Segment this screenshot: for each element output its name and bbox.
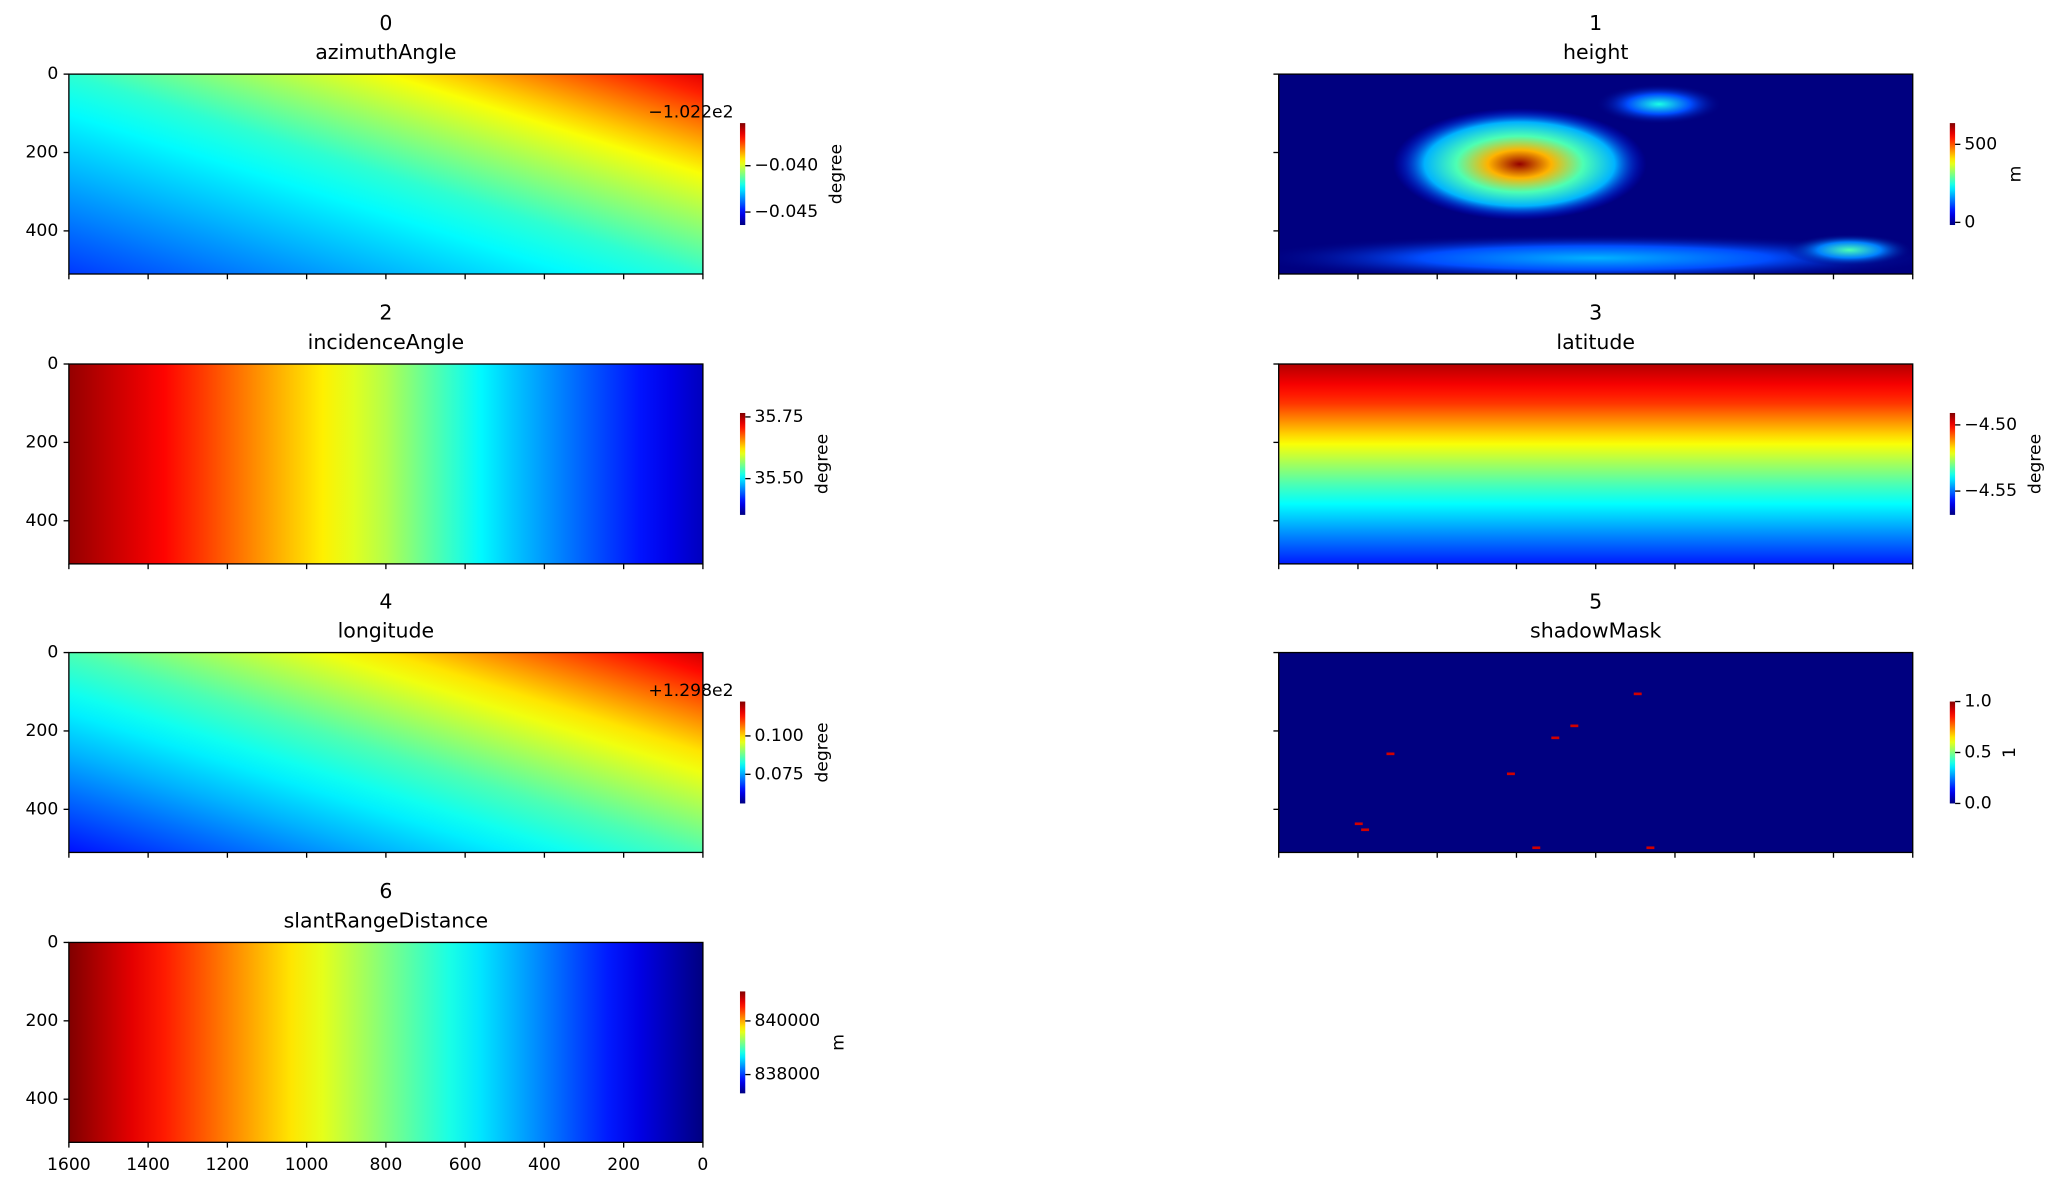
y-tick-label: 400 <box>25 511 58 531</box>
colorbar-label: 1 <box>2000 747 2020 758</box>
x-tick-label: 1200 <box>206 1155 250 1175</box>
image-speck <box>1570 724 1579 728</box>
colorbar <box>1949 701 1956 804</box>
heatmap-image <box>68 652 703 853</box>
y-tick-label: 0 <box>47 643 58 663</box>
subplot-title: height <box>1563 40 1628 64</box>
colorbar-tick-label: −0.040 <box>755 156 819 176</box>
colorbar-label: degree <box>812 434 832 494</box>
colorbar <box>739 123 746 226</box>
subplot-index: 1 <box>1589 11 1602 35</box>
subplot-index: 6 <box>379 879 392 903</box>
y-tick-label: 400 <box>25 221 58 241</box>
colorbar-offset: −1.022e2 <box>648 103 733 123</box>
subplot-index: 4 <box>379 589 392 613</box>
image-fill <box>1278 364 1913 564</box>
x-tick-label: 800 <box>369 1155 402 1175</box>
colorbar-tick-label: 0.0 <box>1964 793 1991 813</box>
colorbar-tick-label: 840000 <box>755 1011 821 1031</box>
image-speck <box>1354 822 1363 826</box>
image-fill <box>68 942 703 1143</box>
image-speck <box>1646 846 1655 850</box>
image-blob <box>1278 234 1913 274</box>
subplot-index: 0 <box>379 11 392 35</box>
image-speck <box>1633 692 1642 696</box>
colorbar-label: degree <box>812 722 832 782</box>
image-speck <box>1506 772 1515 776</box>
image-blob <box>1392 108 1647 221</box>
y-tick-label: 0 <box>47 64 58 84</box>
colorbar-label: m <box>829 1034 849 1051</box>
x-tick-label: 1400 <box>126 1155 170 1175</box>
image-speck <box>1386 752 1395 756</box>
colorbar-label: m <box>2006 166 2026 183</box>
x-tick-label: 400 <box>528 1155 561 1175</box>
y-tick-label: 0 <box>47 354 58 374</box>
colorbar-tick-label: −0.045 <box>755 202 819 222</box>
colorbar-tick-label: 500 <box>1964 134 1997 154</box>
subplot-index: 3 <box>1589 301 1602 325</box>
image-fill <box>1278 652 1913 853</box>
y-tick-label: 400 <box>25 1089 58 1109</box>
colorbar-tick-label: 35.75 <box>755 407 804 427</box>
heatmap-image <box>1278 652 1913 853</box>
colorbar-tick-label: 0.5 <box>1964 743 1991 763</box>
subplot-title: incidenceAngle <box>308 330 465 354</box>
subplot-title: slantRangeDistance <box>284 908 489 932</box>
heatmap-image <box>1278 364 1913 564</box>
x-tick-label: 600 <box>449 1155 482 1175</box>
colorbar-tick-label: −4.55 <box>1964 481 2017 501</box>
y-tick-label: 200 <box>25 1011 58 1031</box>
subplot-title: azimuthAngle <box>315 40 456 64</box>
x-tick-label: 1000 <box>285 1155 329 1175</box>
colorbar-tick-label: 838000 <box>755 1065 821 1085</box>
colorbar <box>739 701 746 804</box>
x-tick-label: 200 <box>607 1155 640 1175</box>
subplot-title: shadowMask <box>1530 618 1661 642</box>
y-tick-label: 0 <box>47 932 58 952</box>
colorbar-tick-label: 0.075 <box>755 764 804 784</box>
subplot-title: latitude <box>1556 330 1635 354</box>
colorbar <box>1949 412 1956 515</box>
heatmap-image <box>68 942 703 1143</box>
y-tick-label: 200 <box>25 432 58 452</box>
colorbar-tick-label: 1.0 <box>1964 692 1991 712</box>
image-blob <box>1595 84 1723 125</box>
image-fill <box>68 364 703 564</box>
y-tick-label: 200 <box>25 721 58 741</box>
image-speck <box>1361 828 1370 832</box>
image-fill <box>68 652 703 853</box>
y-tick-label: 200 <box>25 143 58 163</box>
colorbar-label: degree <box>2026 434 2046 494</box>
colorbar-tick-label: 35.50 <box>755 469 804 489</box>
image-speck <box>1551 736 1560 740</box>
colorbar <box>739 412 746 515</box>
y-tick-label: 400 <box>25 799 58 819</box>
colorbar-label: degree <box>827 144 847 204</box>
colorbar <box>1949 123 1956 226</box>
colorbar-tick-label: 0.100 <box>755 726 804 746</box>
colorbar-offset: +1.298e2 <box>648 681 733 701</box>
colorbar <box>739 991 746 1094</box>
heatmap-image <box>68 364 703 564</box>
heatmap-image <box>1278 74 1913 274</box>
image-fill <box>68 74 703 274</box>
colorbar-tick-label: −4.50 <box>1964 415 2017 435</box>
image-blob <box>1785 234 1913 267</box>
image-speck <box>1532 846 1541 850</box>
colorbar-tick-label: 0 <box>1964 212 1975 232</box>
subplot-index: 5 <box>1589 589 1602 613</box>
subplot-index: 2 <box>379 301 392 325</box>
heatmap-image <box>68 74 703 274</box>
subplot-title: longitude <box>338 618 435 642</box>
x-tick-label: 1600 <box>47 1155 91 1175</box>
x-tick-label: 0 <box>697 1155 708 1175</box>
